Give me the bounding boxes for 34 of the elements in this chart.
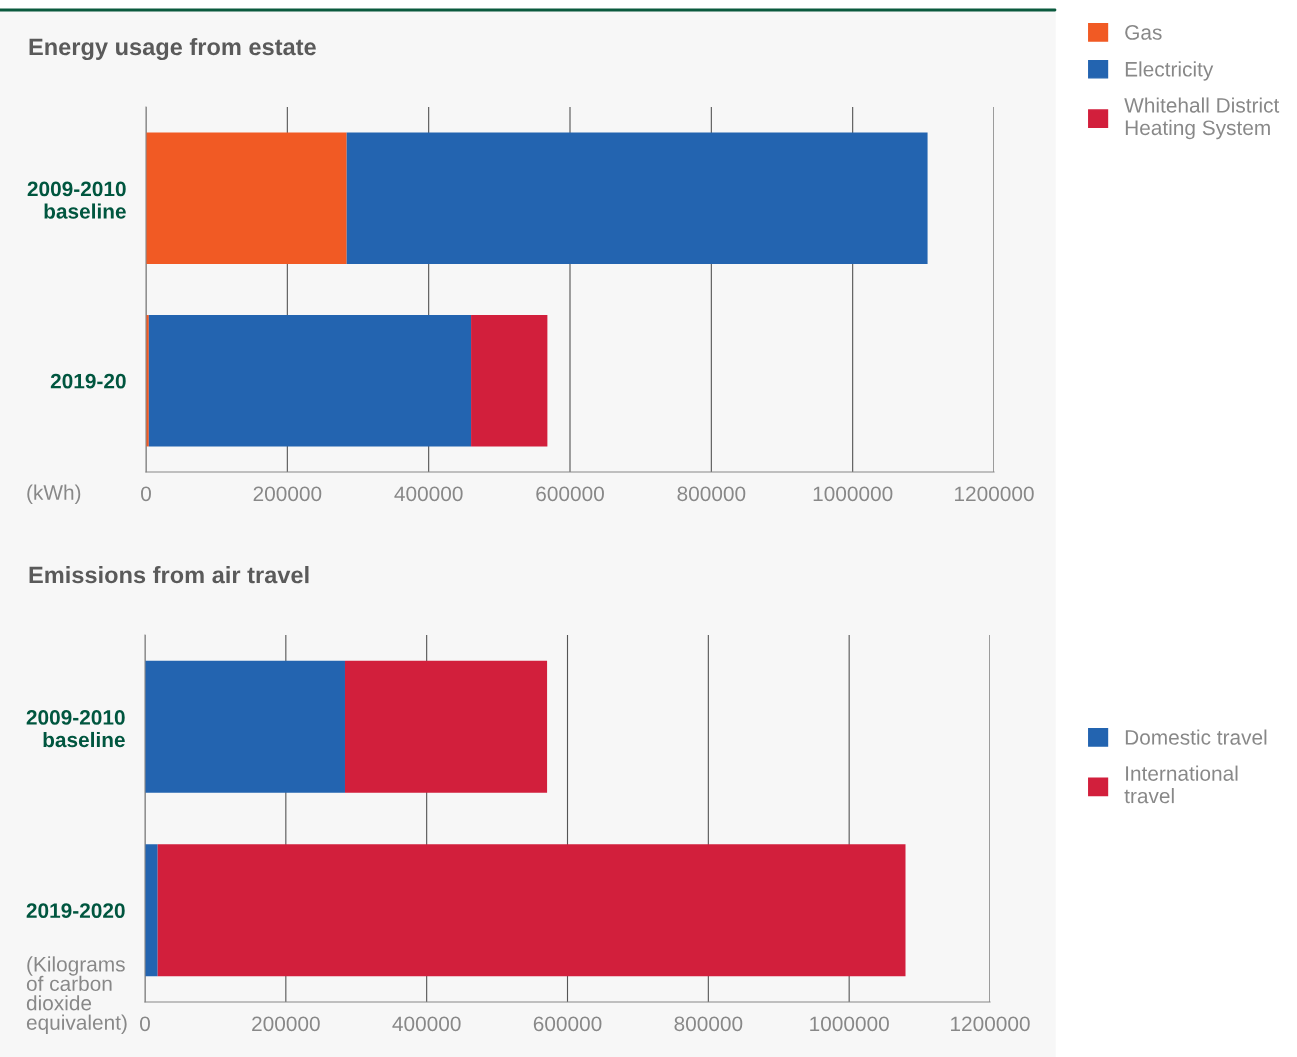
y-tick-label: 2019-20 <box>50 373 126 389</box>
chart-title: Energy usage from estate <box>29 37 316 61</box>
x-tick-label: 800000 <box>674 1016 743 1032</box>
x-tick-label: 600000 <box>536 486 604 502</box>
y-tick-label: 2019-2020 <box>26 903 125 918</box>
y-tick-label: 2009-2010 baseline <box>27 181 126 219</box>
legend-label: Domestic travel <box>1125 729 1267 745</box>
legend-label: International travel <box>1124 765 1238 804</box>
bar <box>346 132 928 264</box>
bar <box>146 132 347 264</box>
x-tick-label: 400000 <box>394 486 463 502</box>
x-tick-label: 1200000 <box>951 1016 1030 1032</box>
chart-title: Emissions from air travel <box>29 565 309 584</box>
bar <box>148 315 472 447</box>
legend-label: Whitehall District Heating System <box>1124 97 1280 140</box>
x-tick-label: 1000000 <box>810 1016 889 1032</box>
x-tick-label: 200000 <box>252 1016 320 1032</box>
x-tick-label: 1200000 <box>955 486 1034 502</box>
bar <box>344 660 548 793</box>
x-tick-label: 800000 <box>677 486 746 502</box>
x-axis-title: (Kilograms of carbon dioxide equivalent) <box>26 956 127 1034</box>
x-tick-label: 0 <box>141 486 151 502</box>
x-tick-label: 600000 <box>533 1016 602 1032</box>
y-tick-label: 2009-2010 baseline <box>26 710 125 748</box>
x-tick-label: 400000 <box>392 1016 461 1032</box>
x-tick-label: 1000000 <box>813 486 893 502</box>
bar <box>145 660 345 793</box>
x-tick-label: 200000 <box>253 486 322 502</box>
legend-label: Gas <box>1125 25 1162 40</box>
bar <box>471 315 548 447</box>
legend-label: Electricity <box>1125 61 1214 81</box>
bar <box>145 844 158 977</box>
x-axis-title: (kWh) <box>27 484 81 504</box>
x-tick-label: 0 <box>140 1016 150 1032</box>
